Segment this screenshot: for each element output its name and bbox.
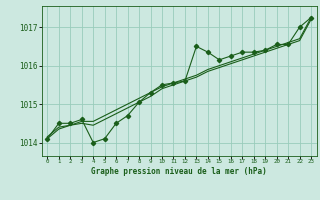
X-axis label: Graphe pression niveau de la mer (hPa): Graphe pression niveau de la mer (hPa) bbox=[91, 167, 267, 176]
